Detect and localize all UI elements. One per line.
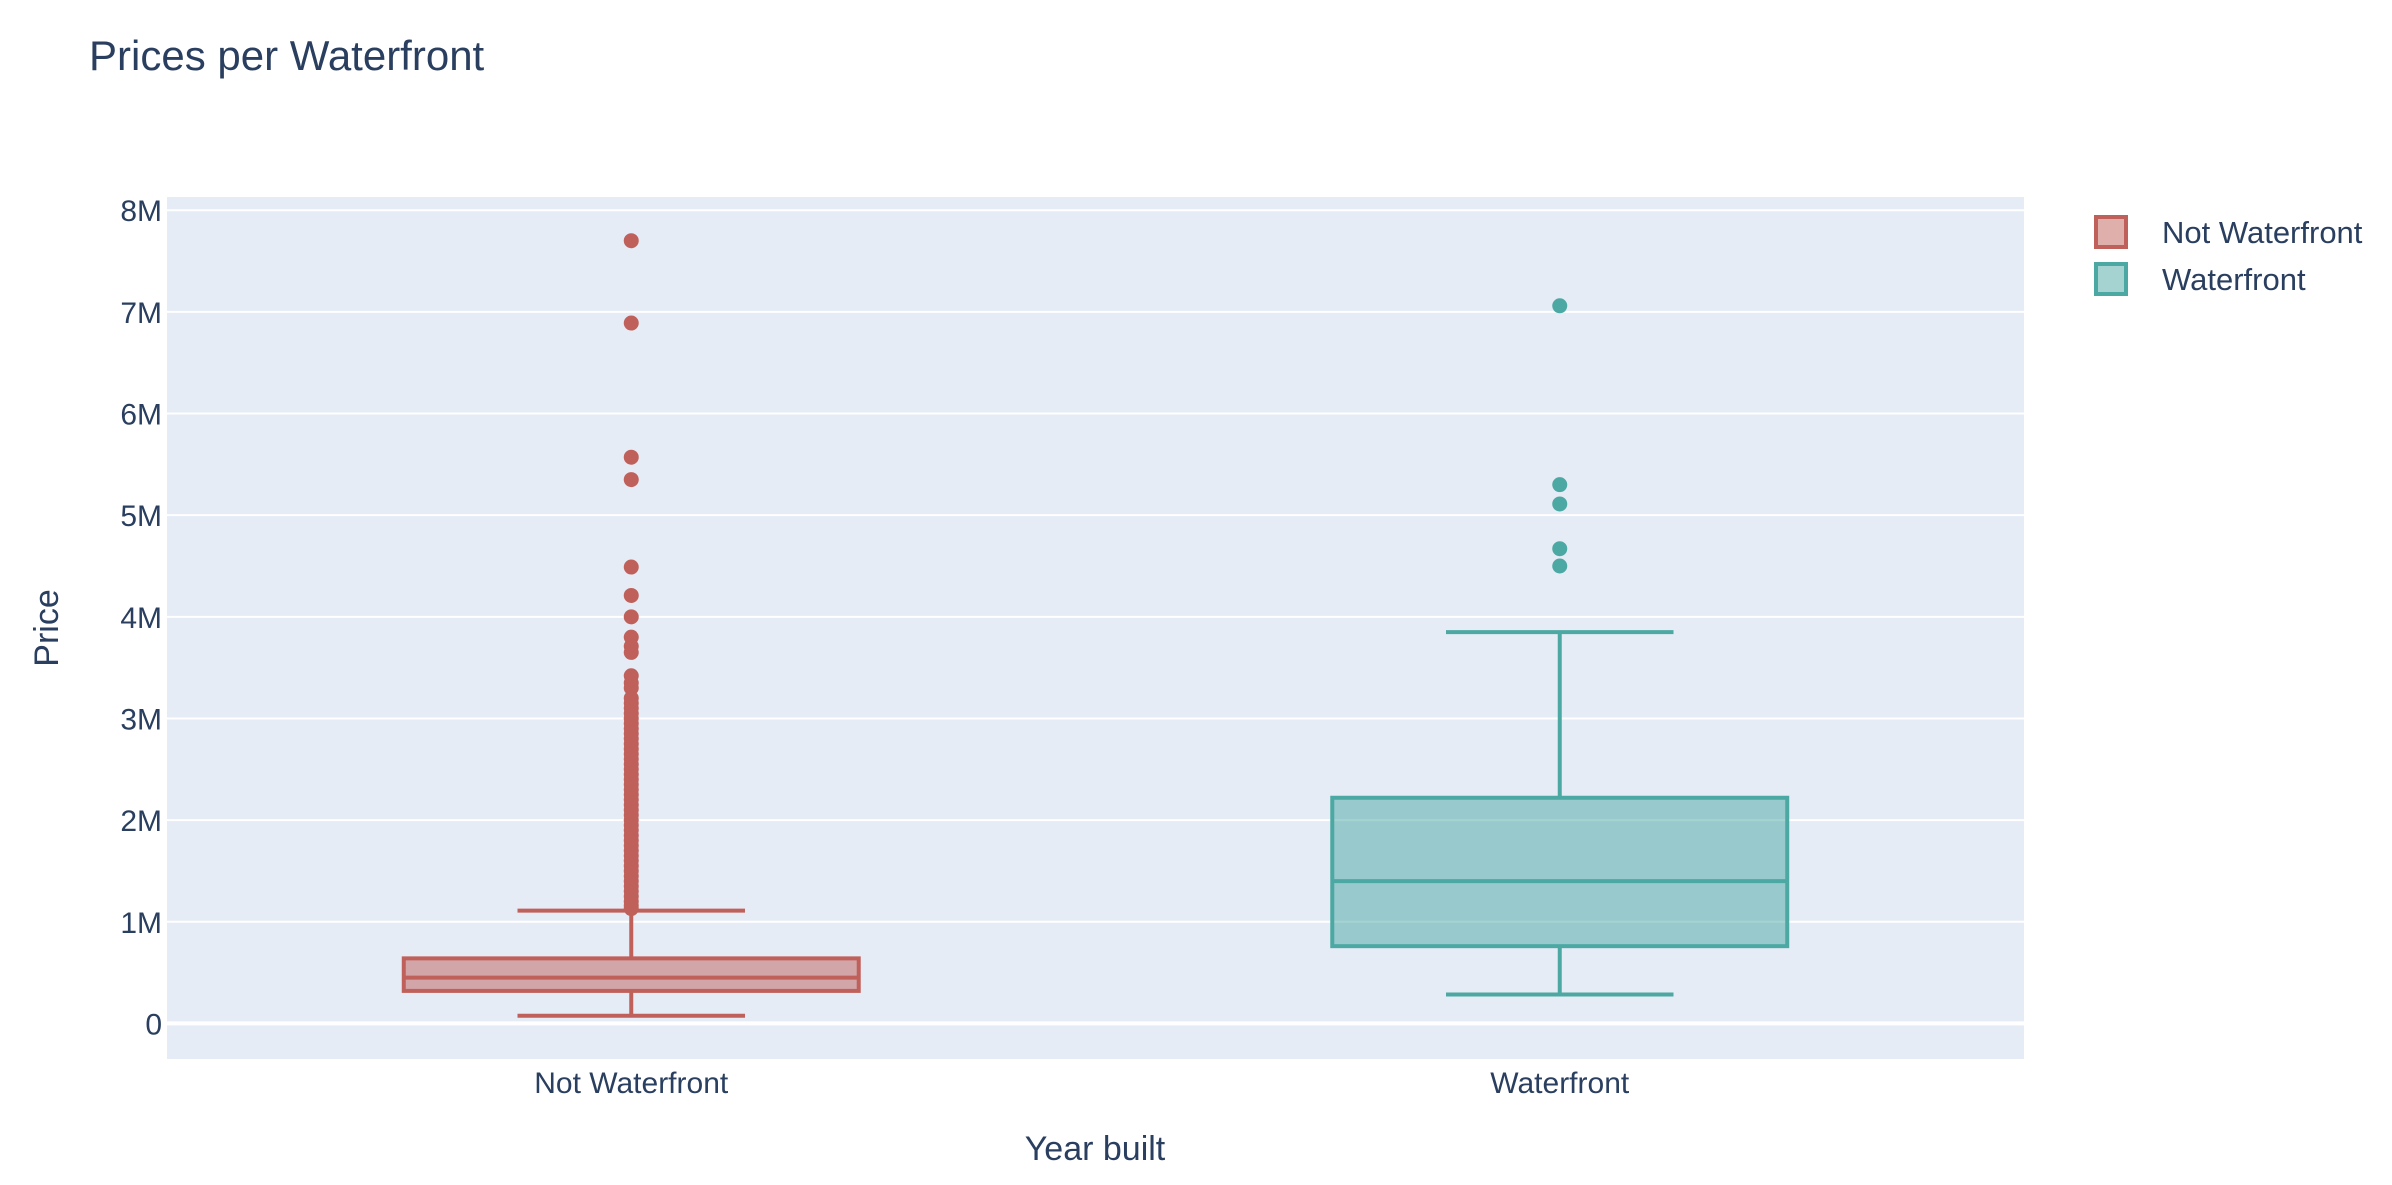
outlier-point bbox=[623, 644, 639, 660]
outlier-point bbox=[623, 559, 639, 575]
y-tick-label: 1M bbox=[120, 907, 162, 940]
iqr-box bbox=[1330, 795, 1790, 949]
y-tick-label: 3M bbox=[120, 703, 162, 736]
box-series-1 bbox=[1330, 298, 1790, 997]
y-tick-label: 0 bbox=[145, 1008, 162, 1041]
outlier-point bbox=[623, 449, 639, 465]
outlier-point bbox=[623, 315, 639, 331]
outlier-point bbox=[623, 587, 639, 603]
y-tick-label: 2M bbox=[120, 805, 162, 838]
y-tick-label: 8M bbox=[120, 195, 162, 228]
outlier-point bbox=[1552, 558, 1568, 574]
outlier-point bbox=[623, 901, 639, 917]
outlier-point bbox=[1552, 298, 1568, 314]
legend-item[interactable]: Waterfront bbox=[2094, 262, 2306, 297]
legend: Not Waterfront Waterfront bbox=[2094, 215, 2363, 297]
x-tick-label: Waterfront bbox=[1490, 1067, 1630, 1100]
box-series-0 bbox=[401, 233, 861, 1018]
legend-swatch bbox=[2094, 262, 2128, 296]
outlier-point bbox=[1552, 496, 1568, 512]
y-tick-label: 4M bbox=[120, 602, 162, 635]
boxes bbox=[401, 233, 1790, 1018]
y-axis-ticks: 0 1M 2M 3M 4M 5M 6M 7M 8M bbox=[120, 195, 162, 1041]
outlier-point bbox=[623, 609, 639, 625]
x-axis-label: Year built bbox=[1025, 1130, 1166, 1168]
y-tick-label: 5M bbox=[120, 500, 162, 533]
outlier-point bbox=[1552, 541, 1568, 557]
gridlines bbox=[167, 209, 2024, 1026]
outlier-point bbox=[1552, 477, 1568, 493]
x-tick-label: Not Waterfront bbox=[534, 1067, 729, 1100]
x-axis-ticks: Not Waterfront Waterfront bbox=[534, 1067, 1630, 1100]
legend-label: Waterfront bbox=[2162, 262, 2306, 297]
legend-swatch bbox=[2094, 215, 2128, 249]
outlier-point bbox=[623, 472, 639, 488]
y-tick-label: 7M bbox=[120, 297, 162, 330]
outlier-point bbox=[623, 233, 639, 249]
legend-item[interactable]: Not Waterfront bbox=[2094, 215, 2363, 250]
y-axis-label: Price bbox=[28, 589, 66, 666]
legend-label: Not Waterfront bbox=[2162, 215, 2363, 250]
chart-title: Prices per Waterfront bbox=[89, 32, 485, 79]
y-tick-label: 6M bbox=[120, 399, 162, 432]
iqr-box bbox=[401, 956, 861, 993]
